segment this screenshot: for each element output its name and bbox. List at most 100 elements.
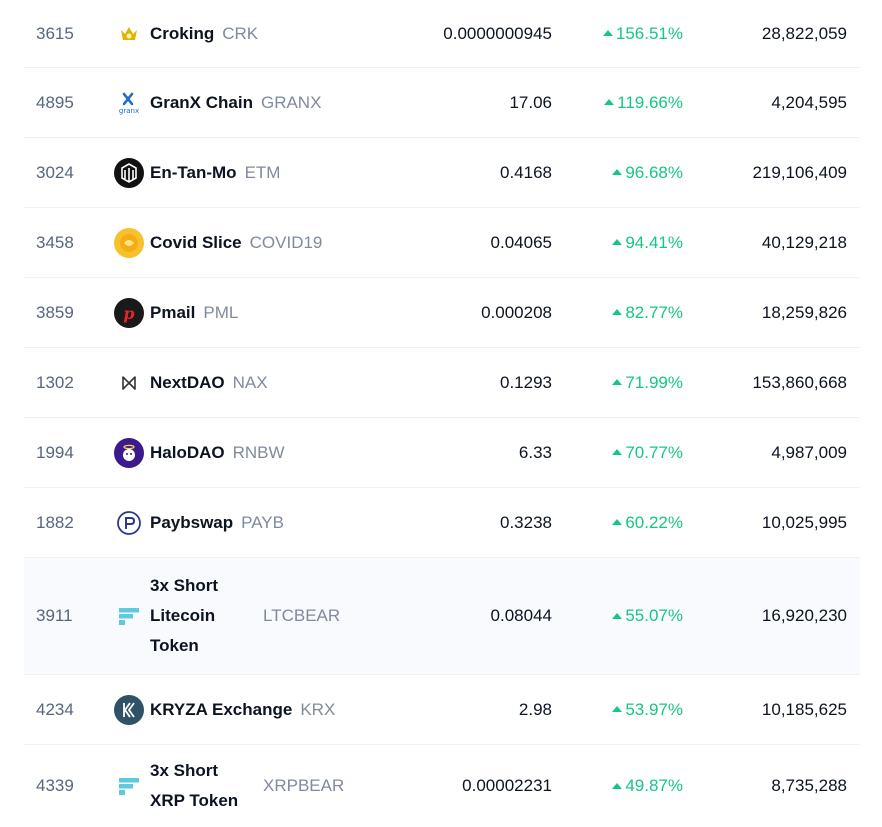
- change-value: 71.99%: [625, 372, 683, 392]
- paybswap-logo-icon: [114, 508, 144, 538]
- rank: 3458: [36, 232, 74, 252]
- coin-name-cell[interactable]: KRYZA Exchange KRX: [114, 675, 374, 744]
- price: 17.06: [509, 92, 552, 112]
- volume: 4,204,595: [771, 92, 847, 112]
- table-row[interactable]: 1882 Paybswap PAYB 0.3238 60.22% 10,025,…: [24, 488, 860, 558]
- caret-up-icon: [612, 706, 623, 712]
- caret-up-icon: [612, 449, 623, 455]
- coin-name-cell[interactable]: Covid Slice COVID19: [114, 208, 374, 277]
- coin-name-cell[interactable]: 3x Short XRP Token XRPBEAR: [114, 745, 374, 827]
- caret-up-icon: [612, 169, 623, 175]
- coin-name-cell[interactable]: Paybswap PAYB: [114, 488, 374, 557]
- rank: 3859: [36, 302, 74, 322]
- coin-symbol: PAYB: [241, 512, 284, 532]
- volume: 219,106,409: [752, 162, 847, 182]
- coin-name: NextDAO: [150, 372, 225, 392]
- nextdao-logo-icon: [114, 368, 144, 398]
- change-value: 156.51%: [615, 23, 683, 43]
- coin-name-cell[interactable]: NextDAO NAX: [114, 348, 374, 417]
- price: 0.08044: [490, 606, 552, 625]
- caret-up-icon: [612, 612, 623, 619]
- change-cell: 70.77%: [612, 418, 683, 487]
- change-value: 55.07%: [625, 606, 683, 625]
- price: 2.98: [518, 699, 552, 719]
- rank: 4895: [36, 92, 74, 112]
- coin-name: HaloDAO: [150, 442, 225, 462]
- croking-logo-icon: [114, 19, 144, 49]
- caret-up-icon: [612, 239, 623, 245]
- volume: 40,129,218: [761, 232, 847, 252]
- table-row[interactable]: 1994 HaloDAO RNBW 6.33 70.77% 4,987,009: [24, 418, 860, 488]
- rank: 1302: [36, 372, 74, 392]
- kryza-logo-icon: [114, 694, 144, 725]
- table-row[interactable]: 4339 3x Short XRP Token XRPBEAR 0.000022…: [24, 745, 860, 827]
- caret-up-icon: [602, 30, 613, 36]
- change-value: 60.22%: [625, 512, 683, 532]
- svg-text:p: p: [123, 304, 134, 323]
- caret-up-icon: [612, 782, 623, 789]
- table-row[interactable]: 3615 Croking CRK 0.0000000945 156.51% 28…: [24, 0, 860, 68]
- table-row[interactable]: 4234 KRYZA Exchange KRX 2.98 53.97% 10,1…: [24, 675, 860, 745]
- change-cell: 82.77%: [612, 278, 683, 347]
- covidslice-logo-icon: [114, 227, 144, 258]
- volume: 153,860,668: [752, 372, 847, 392]
- price: 6.33: [518, 442, 552, 462]
- rank: 1994: [36, 442, 74, 462]
- volume: 4,987,009: [771, 442, 847, 462]
- volume: 28,822,059: [761, 23, 847, 43]
- change-cell: 53.97%: [612, 675, 683, 744]
- price: 0.04065: [490, 232, 552, 252]
- change-cell: 119.66%: [604, 68, 683, 137]
- coin-symbol: CRK: [222, 23, 259, 43]
- volume: 10,025,995: [761, 512, 847, 532]
- table-row[interactable]: 3859 p Pmail PML 0.000208 82.77% 18,259,…: [24, 278, 860, 348]
- change-cell: 94.41%: [612, 208, 683, 277]
- coin-symbol: NAX: [232, 372, 268, 392]
- caret-up-icon: [612, 379, 623, 385]
- table-row[interactable]: 3458 Covid Slice COVID19 0.04065 94.41% …: [24, 208, 860, 278]
- table-row[interactable]: 4895 granx GranX Chain GRANX 17.06 119.6…: [24, 68, 860, 138]
- ftx-logo-icon: [114, 601, 144, 631]
- coin-name-cell[interactable]: 3x Short Litecoin Token LTCBEAR: [114, 558, 374, 674]
- table-row[interactable]: 3024 En-Tan-Mo ETM 0.4168 96.68% 219,106…: [24, 138, 860, 208]
- coin-name: KRYZA Exchange: [150, 699, 293, 719]
- volume: 8,735,288: [771, 776, 847, 795]
- volume: 10,185,625: [761, 699, 847, 719]
- coin-name: GranX Chain: [150, 92, 253, 112]
- coin-name-cell[interactable]: p Pmail PML: [114, 278, 374, 347]
- svg-text:granx: granx: [119, 107, 139, 115]
- coin-symbol: ETM: [244, 162, 281, 182]
- coin-symbol: KRX: [300, 699, 336, 719]
- caret-up-icon: [612, 309, 623, 315]
- change-cell: 60.22%: [612, 488, 683, 557]
- coin-name: 3x Short Litecoin Token: [150, 576, 219, 655]
- price: 0.00002231: [462, 776, 552, 795]
- coin-name: Croking: [150, 23, 215, 43]
- rank: 1882: [36, 512, 74, 532]
- coin-name-cell[interactable]: En-Tan-Mo ETM: [114, 138, 374, 207]
- rank: 3911: [36, 606, 73, 625]
- coin-symbol: GRANX: [260, 92, 322, 112]
- coin-name-cell[interactable]: HaloDAO RNBW: [114, 418, 374, 487]
- coin-symbol: PML: [203, 302, 239, 322]
- coin-symbol: LTCBEAR: [263, 606, 341, 625]
- change-value: 94.41%: [625, 232, 683, 252]
- change-cell: 96.68%: [612, 138, 683, 207]
- coin-name-cell[interactable]: granx GranX Chain GRANX: [114, 68, 374, 137]
- caret-up-icon: [604, 99, 615, 105]
- coin-name-cell[interactable]: Croking CRK: [114, 0, 374, 67]
- change-value: 70.77%: [625, 442, 683, 462]
- table-row[interactable]: 1302 NextDAO NAX 0.1293 71.99% 153,860,6…: [24, 348, 860, 418]
- change-value: 53.97%: [625, 699, 683, 719]
- pmail-logo-icon: p: [114, 297, 144, 328]
- price: 0.4168: [500, 162, 552, 182]
- coin-symbol: XRPBEAR: [263, 776, 345, 795]
- price: 0.3238: [500, 512, 552, 532]
- table-row[interactable]: 3911 3x Short Litecoin Token LTCBEAR 0.0…: [24, 558, 860, 675]
- coin-symbol: RNBW: [232, 442, 285, 462]
- coin-symbol: COVID19: [249, 232, 323, 252]
- coin-name: Pmail: [150, 302, 196, 322]
- rank: 3615: [36, 23, 74, 43]
- change-cell: 71.99%: [612, 348, 683, 417]
- change-cell: 49.87%: [612, 745, 683, 827]
